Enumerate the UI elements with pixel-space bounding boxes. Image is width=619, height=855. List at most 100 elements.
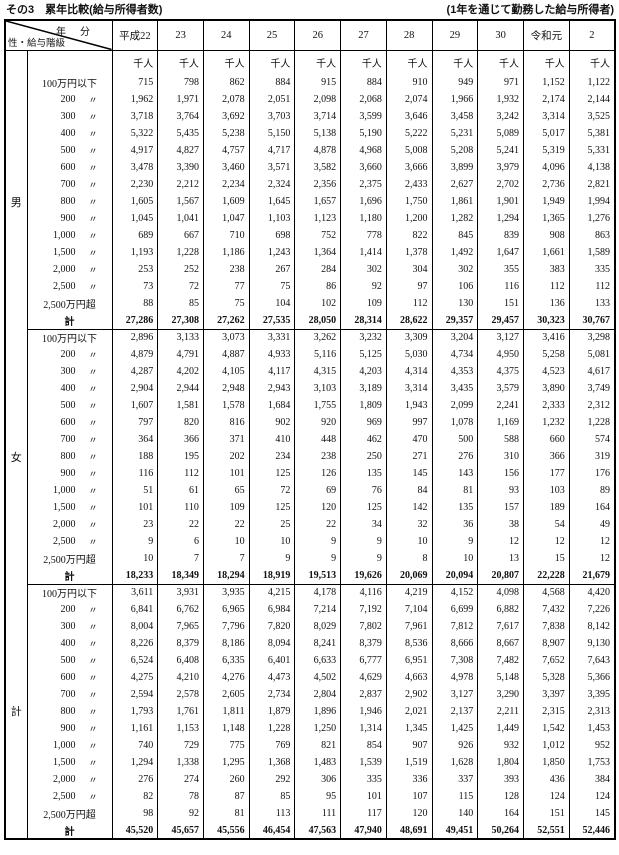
row-label-amount: 2,000 [53, 774, 76, 785]
row-label: 800 〃 [26, 703, 112, 720]
value-cell: 72 [157, 278, 204, 295]
value-cell: 2,736 [522, 176, 570, 193]
row-label-amount: 900 [60, 468, 76, 479]
value-cell: 1,661 [522, 244, 570, 261]
value-cell: 3,582 [294, 159, 341, 176]
row-label-amount: 300 [60, 366, 76, 377]
row-label-amount: 800 [60, 706, 76, 717]
value-cell: 3,579 [477, 380, 524, 397]
table-row: 2,000 〃 276 274 260 292 306 335 336 337 393 436 384 [5, 771, 615, 788]
value-cell: 271 [385, 448, 433, 465]
value-cell: 4,096 [522, 159, 570, 176]
value-cell: 46,454 [248, 822, 295, 840]
value-cell: 151 [522, 805, 570, 822]
value-cell: 125 [248, 499, 295, 516]
value-cell: 3,666 [385, 159, 433, 176]
value-cell: 9 [111, 533, 158, 550]
value-cell: 462 [340, 431, 387, 448]
row-label: 100万円以下 [26, 74, 112, 91]
value-cell: 49 [568, 516, 615, 533]
value-cell: 1,228 [568, 414, 615, 431]
value-cell: 1,519 [385, 754, 433, 771]
value-cell: 22,228 [522, 567, 570, 585]
value-cell: 1,232 [522, 414, 570, 431]
value-cell: 9 [340, 533, 387, 550]
value-cell: 28,050 [294, 312, 341, 330]
row-label-amount: 1,000 [53, 740, 76, 751]
year-header: 27 [340, 20, 387, 51]
value-cell: 1,295 [202, 754, 250, 771]
row-label: 900 〃 [26, 465, 112, 482]
value-cell: 4,827 [157, 142, 204, 159]
value-cell: 81 [431, 482, 478, 499]
row-label: 1,500 〃 [26, 499, 112, 516]
value-cell: 5,017 [522, 125, 570, 142]
value-cell: 2,099 [431, 397, 478, 414]
value-cell: 393 [477, 771, 524, 788]
value-cell: 1,368 [248, 754, 295, 771]
value-cell: 92 [157, 805, 204, 822]
value-cell: 73 [111, 278, 158, 295]
value-cell: 76 [340, 482, 387, 499]
row-label-amount: 900 [60, 723, 76, 734]
value-cell: 130 [431, 295, 478, 312]
value-cell: 274 [157, 771, 204, 788]
value-cell: 4,116 [340, 584, 387, 601]
value-cell: 1,364 [294, 244, 341, 261]
unit-label: 千人 [431, 50, 478, 74]
ditto-mark: 〃 [88, 231, 98, 241]
value-cell: 8,666 [431, 635, 478, 652]
value-cell: 8,907 [522, 635, 570, 652]
table-row: 2,500 〃 82 78 87 85 95 101 107 115 128 124 124 [5, 788, 615, 805]
value-cell: 884 [248, 74, 295, 91]
value-cell: 5,208 [431, 142, 478, 159]
unit-label: 千人 [568, 50, 615, 74]
value-cell: 2,627 [431, 176, 478, 193]
value-cell: 34 [340, 516, 387, 533]
row-label-amount: 1,500 [53, 502, 76, 513]
table-row: 2,500万円超 88 85 75 104 102 109 112 130 151 136 133 [5, 295, 615, 312]
value-cell: 1,012 [522, 737, 570, 754]
value-cell: 997 [385, 414, 433, 431]
value-cell: 1,605 [111, 193, 158, 210]
value-cell: 2,230 [111, 176, 158, 193]
value-cell: 1,169 [477, 414, 524, 431]
table-row: 計 100万円以下 3,611 3,931 3,935 4,215 4,178 4,116 4,… [4, 584, 615, 839]
value-cell: 4,523 [522, 363, 570, 380]
row-label: 200 〃 [26, 601, 112, 618]
value-cell: 176 [568, 465, 615, 482]
value-cell: 1,962 [111, 91, 158, 108]
value-cell: 366 [522, 448, 570, 465]
value-cell: 4,473 [248, 669, 295, 686]
value-cell: 109 [202, 499, 250, 516]
row-label-amount: 400 [60, 638, 76, 649]
value-cell: 1,761 [157, 703, 204, 720]
value-cell: 2,821 [568, 176, 615, 193]
value-cell: 145 [385, 465, 433, 482]
value-cell: 3,416 [522, 329, 570, 346]
value-cell: 128 [477, 788, 524, 805]
value-cell: 3,703 [248, 108, 295, 125]
ditto-mark: 〃 [88, 418, 98, 428]
value-cell: 1,578 [202, 397, 250, 414]
row-label-amount: 2,000 [53, 519, 76, 530]
unit-label: 千人 [111, 50, 158, 74]
value-cell: 8,186 [202, 635, 250, 652]
value-cell: 111 [294, 805, 341, 822]
table-row: 男 100万円以下 715 798 862 884 915 884 910 949 971 1,152… [4, 74, 615, 329]
value-cell: 5,081 [568, 346, 615, 363]
value-cell: 77 [202, 278, 250, 295]
value-cell: 1,338 [157, 754, 204, 771]
value-cell: 12 [568, 550, 615, 567]
value-cell: 845 [431, 227, 478, 244]
value-cell: 135 [340, 465, 387, 482]
ditto-mark: 〃 [88, 129, 98, 139]
year-header: 2 [568, 20, 615, 51]
value-cell: 124 [568, 788, 615, 805]
row-label-amount: 300 [60, 621, 76, 632]
value-cell: 2,837 [340, 686, 387, 703]
value-cell: 47,563 [294, 822, 341, 840]
value-cell: 6,762 [157, 601, 204, 618]
value-cell: 8,241 [294, 635, 341, 652]
value-cell: 253 [111, 261, 158, 278]
